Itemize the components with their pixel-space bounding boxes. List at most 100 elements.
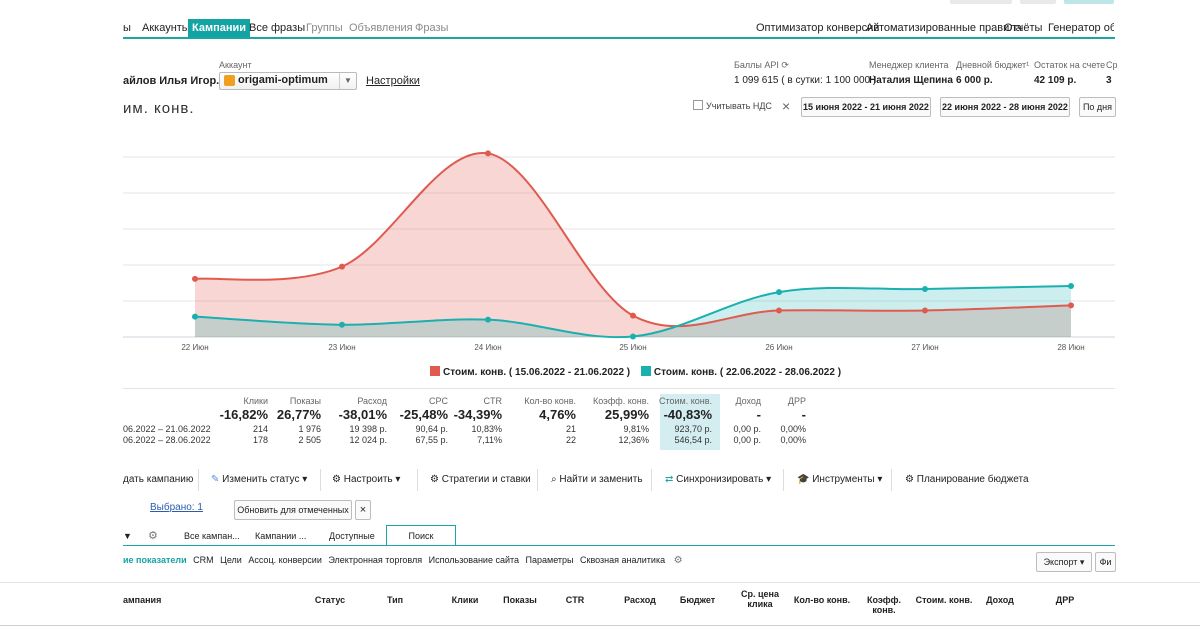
column-header[interactable]: Статус xyxy=(314,595,346,605)
strategies-button[interactable]: ⚙ Стратегии и ставки xyxy=(430,474,531,485)
sync-button[interactable]: ⇄ Синхронизировать ▾ xyxy=(665,474,772,485)
filter-button[interactable]: Фи xyxy=(1095,552,1116,572)
subtab-campaigns[interactable]: Кампании ... xyxy=(255,531,307,541)
top-button[interactable] xyxy=(950,0,1012,4)
refresh-icon[interactable]: ⟳ xyxy=(781,60,789,70)
tab-reports[interactable]: Отчёты xyxy=(1004,22,1043,34)
series-2-point[interactable] xyxy=(630,333,636,340)
tab-accounts[interactable]: Аккаунты xyxy=(142,22,190,34)
series-1-point[interactable] xyxy=(339,263,345,270)
tab-partial[interactable]: ы xyxy=(123,22,131,34)
series-1-point[interactable] xyxy=(485,150,491,157)
search-icon: ⌕ xyxy=(551,474,557,485)
metric-tab-site-usage[interactable]: Использование сайта xyxy=(428,555,520,565)
export-button[interactable]: Экспорт ▾ xyxy=(1036,552,1092,572)
divider xyxy=(123,388,1115,389)
series-2-point[interactable] xyxy=(192,313,198,320)
gear-icon[interactable]: ⚙ xyxy=(148,530,158,542)
x-tick-label: 23 Июн xyxy=(328,343,355,352)
series-1-point[interactable] xyxy=(922,307,928,314)
tools-button[interactable]: 🎓 Инструменты ▾ xyxy=(797,474,883,485)
column-header[interactable]: Доход xyxy=(986,595,1014,605)
chevron-down-icon: ▾ xyxy=(302,474,308,485)
metric-tab-end-to-end[interactable]: Сквозная аналитика xyxy=(580,555,666,565)
stat-percent: -38,01% xyxy=(338,407,387,422)
chevron-down-icon[interactable]: ▼ xyxy=(123,531,132,541)
close-icon[interactable]: × xyxy=(782,98,791,114)
column-header[interactable]: Коэфф. конв. xyxy=(866,595,902,615)
stat-value-period-2: 12,36% xyxy=(618,435,649,445)
metric-tab-crm[interactable]: CRM xyxy=(193,555,214,565)
account-select[interactable]: origami-optimum ▼ xyxy=(219,72,357,90)
tab-phrases[interactable]: Фразы xyxy=(415,22,449,34)
selected-link[interactable]: Выбрано: 1 xyxy=(150,502,203,513)
chevron-down-icon: ▾ xyxy=(766,474,772,485)
tab-all-phrases[interactable]: Все фразы xyxy=(249,22,306,34)
series-2-point[interactable] xyxy=(776,289,782,296)
top-button[interactable] xyxy=(1020,0,1056,4)
column-header[interactable]: Показы xyxy=(503,595,537,605)
column-header[interactable]: Клики xyxy=(451,595,479,605)
budget-planning-button[interactable]: ⚙ Планирование бюджета xyxy=(905,474,1029,485)
refresh-selected-button[interactable]: Обновить для отмеченных xyxy=(234,500,352,520)
change-status-button[interactable]: ✎ Изменить статус ▾ xyxy=(211,474,308,485)
tab-generator[interactable]: Генератор объ xyxy=(1048,22,1114,34)
stat-header: CPC xyxy=(428,396,448,406)
separator xyxy=(537,469,538,491)
metric-tab-main[interactable]: ие показатели xyxy=(123,555,187,565)
series-2-point[interactable] xyxy=(1068,283,1074,289)
series-1-point[interactable] xyxy=(630,312,636,319)
column-header[interactable]: Ср. цена клика xyxy=(741,589,779,609)
legend-item-2[interactable]: Стоим. конв. ( 22.06.2022 - 28.06.2022 ) xyxy=(640,366,841,378)
metric-tab-ecommerce[interactable]: Электронная торговля xyxy=(328,555,423,565)
metric-tab-parameters[interactable]: Параметры xyxy=(525,555,574,565)
column-header[interactable]: ампания xyxy=(123,595,162,605)
tab-campaigns[interactable]: Кампании xyxy=(188,19,251,37)
stat-header: Кол-во конв. xyxy=(524,396,576,406)
tab-automated-rules[interactable]: Автоматизированные правила xyxy=(866,22,1022,34)
column-header[interactable]: Тип xyxy=(386,595,404,605)
top-button[interactable] xyxy=(1064,0,1114,4)
gear-icon: ⚙ xyxy=(332,474,341,485)
configure-button[interactable]: ⚙ Настроить ▾ xyxy=(332,474,401,485)
metric-tab-goals[interactable]: Цели xyxy=(220,555,242,565)
api-points: 1 099 615 ( в сутки: 1 100 000 ) xyxy=(734,75,877,86)
column-header[interactable]: Расход xyxy=(624,595,656,605)
column-header[interactable]: Кол-во конв. xyxy=(793,595,851,605)
column-header[interactable]: Стоим. конв. xyxy=(915,595,973,605)
subtab-available[interactable]: Доступные xyxy=(329,531,375,541)
metric-tab-assoc-conversions[interactable]: Ассоц. конверсии xyxy=(248,555,322,565)
series-2-point[interactable] xyxy=(339,321,345,328)
stat-percent: - xyxy=(756,407,761,422)
series-1-point[interactable] xyxy=(192,275,198,282)
legend-item-1[interactable]: Стоим. конв. ( 15.06.2022 - 21.06.2022 ) xyxy=(430,366,630,378)
stat-value-period-2: 22 xyxy=(565,435,576,445)
series-1-point[interactable] xyxy=(1068,302,1074,309)
column-header[interactable]: ДРР xyxy=(1055,595,1075,605)
subtab-search[interactable]: Поиск xyxy=(386,525,456,546)
tab-ads[interactable]: Объявления xyxy=(349,22,413,34)
settings-link[interactable]: Настройки xyxy=(366,75,420,87)
user-name[interactable]: айлов Илья Игор... xyxy=(123,75,226,87)
close-selection-button[interactable]: × xyxy=(355,500,371,520)
by-day-select[interactable]: По дня xyxy=(1079,97,1116,117)
x-tick-label: 25 Июн xyxy=(619,343,646,352)
tab-groups[interactable]: Группы xyxy=(306,22,343,34)
column-header[interactable]: Бюджет xyxy=(679,595,716,605)
stat-header: Коэфф. конв. xyxy=(593,396,649,406)
stat-header: Расход xyxy=(357,396,387,406)
date-range-1[interactable]: 15 июня 2022 - 21 июня 2022 xyxy=(801,97,931,117)
subtab-all-campaigns[interactable]: Все кампан... xyxy=(184,531,240,541)
find-replace-button[interactable]: ⌕ Найти и заменить xyxy=(551,474,643,485)
vat-checkbox[interactable]: Учитывать НДС xyxy=(693,100,772,111)
series-2-point[interactable] xyxy=(922,286,928,293)
column-header[interactable]: CTR xyxy=(565,595,585,605)
checkbox-icon[interactable] xyxy=(693,100,703,110)
tab-conversion-optimizer[interactable]: Оптимизатор конверсий xyxy=(756,22,880,34)
series-1-point[interactable] xyxy=(776,307,782,314)
gear-icon[interactable]: ⚙ xyxy=(673,555,683,566)
series-2-point[interactable] xyxy=(485,316,491,323)
create-campaign-button[interactable]: дать кампанию xyxy=(123,474,194,485)
extra-value: 3 xyxy=(1106,75,1112,86)
date-range-2[interactable]: 22 июня 2022 - 28 июня 2022 xyxy=(940,97,1070,117)
